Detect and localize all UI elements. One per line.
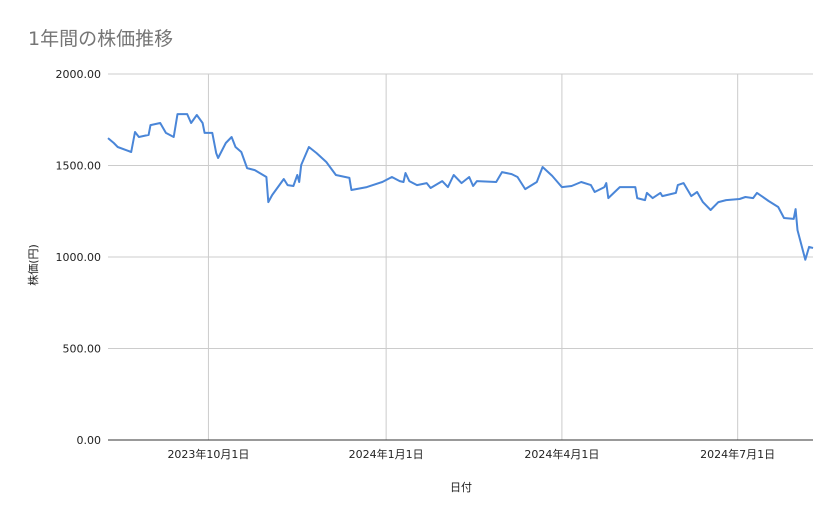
x-tick-label: 2023年10月1日 — [167, 447, 249, 461]
x-axis-label: 日付 — [450, 481, 472, 494]
y-tick-label: 1000.00 — [56, 251, 102, 264]
x-tick-label: 2024年1月1日 — [349, 447, 424, 461]
y-tick-label: 0.00 — [77, 434, 102, 447]
y-tick-label: 1500.00 — [56, 160, 102, 173]
y-axis-ticks: 0.00 500.00 1000.00 1500.00 2000.00 — [56, 68, 102, 447]
x-axis-ticks: 2023年10月1日 2024年1月1日 2024年4月1日 2024年7月1日 — [167, 447, 775, 461]
x-tick-label: 2024年4月1日 — [524, 447, 599, 461]
chart-title: 1年間の株価推移 — [28, 28, 173, 50]
series-line — [107, 113, 814, 261]
gridlines — [108, 73, 813, 440]
x-tick-label: 2024年7月1日 — [700, 447, 775, 461]
y-axis-label: 株価(円) — [26, 244, 40, 286]
y-tick-label: 2000.00 — [56, 68, 102, 81]
y-tick-label: 500.00 — [63, 343, 102, 356]
